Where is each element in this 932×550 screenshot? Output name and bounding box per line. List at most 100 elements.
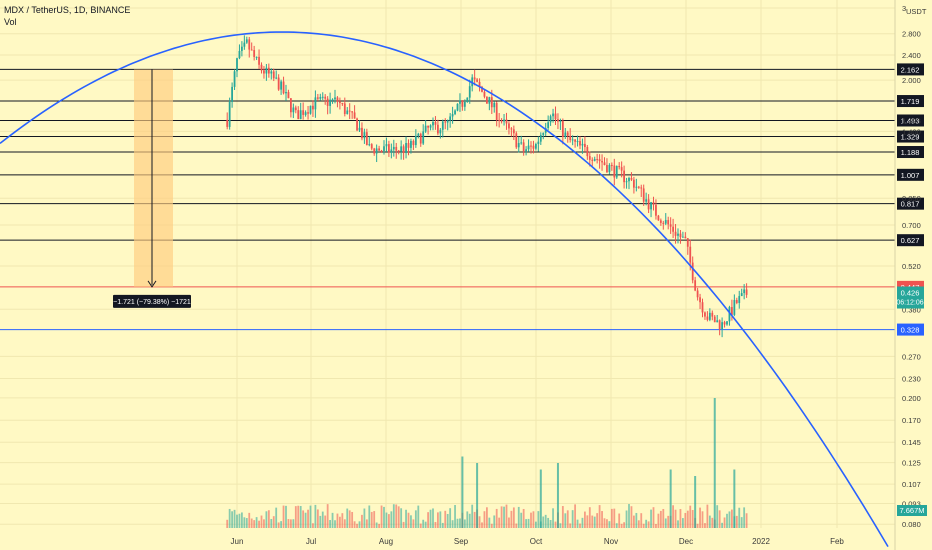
volume-bar: [255, 517, 258, 528]
candle-body: [312, 105, 314, 110]
y-tick-label: 2.400: [902, 51, 921, 60]
volume-bar: [449, 508, 452, 528]
volume-bar: [280, 521, 282, 528]
volume-bar: [691, 510, 694, 528]
symbol-title[interactable]: MDX / TetherUS, 1D, BINANCE: [4, 5, 131, 15]
candle-body: [637, 186, 640, 188]
candle-body: [290, 98, 292, 113]
volume-bar: [530, 512, 532, 528]
volume-bar: [508, 517, 510, 528]
candle-body: [576, 141, 579, 143]
arc-drawing[interactable]: [0, 31, 889, 548]
candle-body: [500, 120, 503, 122]
measure-tool[interactable]: −1.721 (−79.38%) −1721: [113, 69, 191, 308]
level-label-bg: [897, 323, 924, 336]
volume-bar: [645, 519, 648, 528]
candle-body: [591, 159, 594, 161]
candle-body: [552, 113, 554, 117]
volume-bar: [241, 512, 243, 528]
level-label: 1.719: [901, 97, 920, 106]
x-tick-label: Sep: [454, 537, 469, 546]
volume-bar: [603, 518, 606, 528]
y-tick-label: 3: [902, 4, 906, 13]
candle-body: [564, 132, 567, 137]
candle-body: [405, 143, 407, 154]
candle-body: [620, 167, 623, 171]
candle-body: [520, 142, 523, 144]
volume-bar: [731, 509, 733, 528]
candle-body: [652, 202, 655, 205]
candle-body: [740, 293, 743, 297]
candle-body: [655, 204, 657, 216]
volume-bar: [679, 509, 682, 528]
candle-body: [380, 150, 383, 152]
time-axis[interactable]: Jun Jul Aug Sep Oct Nov Dec 2022 Feb: [231, 537, 845, 546]
candle-body: [716, 320, 719, 323]
volume-bar: [677, 520, 679, 528]
candle-body: [723, 322, 726, 325]
candle-body: [667, 220, 670, 225]
candle-body: [383, 146, 385, 151]
candle-body: [466, 97, 469, 103]
candle-body: [243, 42, 246, 47]
volume-indicator-label[interactable]: Vol: [4, 17, 17, 27]
volume-spike: [461, 456, 464, 528]
volume-bar: [267, 510, 270, 528]
candle-body: [316, 97, 319, 99]
candle-body: [378, 148, 380, 151]
volume-bar: [471, 504, 474, 528]
candle-body: [625, 181, 628, 183]
volume-bar: [351, 511, 354, 528]
candle-body: [412, 140, 415, 146]
candle-body: [728, 307, 731, 322]
volume-bar: [422, 519, 425, 528]
candle-body: [397, 150, 400, 152]
candle-body: [343, 103, 346, 114]
horizontal-levels[interactable]: 2.162 1.719 1.493 1.329 1.188 1.007 0.817 0.627…: [0, 63, 924, 336]
volume-bar: [304, 512, 307, 528]
volume-bar: [711, 517, 714, 528]
candle-body: [481, 86, 483, 92]
candle-body: [677, 233, 679, 236]
candle-body: [346, 110, 349, 114]
candle-body: [711, 312, 714, 317]
price-axis[interactable]: 3 2.800 2.400 2.000 1.493 1.400 0.850 0.700 0.52…: [894, 0, 927, 550]
candle-body: [603, 162, 606, 165]
volume-bar: [361, 514, 363, 528]
volume-bar: [657, 513, 660, 528]
candle-body: [532, 145, 535, 149]
y-tick-label: 0.200: [902, 394, 921, 403]
volume-bar: [385, 512, 388, 528]
candle-body: [566, 132, 569, 136]
candle-body: [388, 144, 390, 153]
arc-curve: [0, 31, 889, 548]
volume-bar: [554, 521, 557, 528]
candle-body: [263, 70, 265, 74]
candle-body: [542, 132, 545, 136]
candle-body: [446, 120, 449, 123]
volume-bar: [686, 510, 689, 528]
level-label: 1.188: [901, 148, 920, 157]
volume-bar: [336, 513, 339, 528]
volume-bar: [552, 508, 554, 528]
candle-body: [385, 144, 388, 147]
candle-body: [704, 312, 706, 317]
volume-bar: [613, 508, 616, 528]
candle-body: [718, 320, 721, 330]
volume-bar: [721, 522, 723, 528]
volume-bar: [292, 519, 295, 528]
volume-bar: [596, 513, 599, 528]
level-label-bg: [897, 130, 924, 143]
candle-body: [490, 97, 493, 108]
volume-bar: [642, 523, 645, 528]
y-tick-label: 0.080: [902, 520, 921, 529]
volume-bar: [625, 510, 628, 528]
volume-bar: [260, 515, 263, 528]
volume-bar: [307, 509, 309, 528]
volume-bar: [238, 513, 241, 528]
volume-bar: [723, 517, 726, 528]
x-tick-label: Jul: [306, 537, 316, 546]
volume-bar: [444, 510, 447, 528]
volume-bar: [667, 515, 670, 528]
